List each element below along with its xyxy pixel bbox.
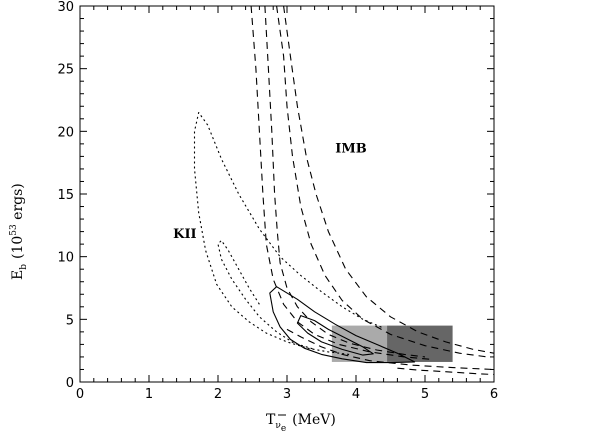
y-axis-title-units-prefix: (10 [10,236,26,259]
kii-contour-1 [217,239,315,350]
x-tick-label: 2 [214,387,222,402]
contour-curves [193,6,494,376]
y-tick-label: 30 [57,0,74,15]
y-tick-label: 0 [66,376,74,391]
y-tick-label: 10 [57,251,74,266]
annotation-imb: IMB [335,142,366,157]
imb-contour-7 [397,367,494,376]
x-axis-title-subsubscript: e [281,424,286,434]
light-box [331,325,388,362]
y-tick-label: 20 [57,125,74,140]
shaded-regions [331,325,453,362]
y-tick-label: 15 [57,188,74,203]
x-tick-label: 3 [283,387,291,402]
x-tick-label: 4 [352,387,360,402]
imb-contour-4 [250,6,432,360]
y-tick-label: 25 [57,63,74,78]
y-axis-title-units-suffix: ergs) [10,183,26,224]
imb-contour-6 [283,6,494,354]
imb-contour-3 [264,6,426,358]
imb-contour-5 [276,6,488,358]
imb-contour-8 [286,328,494,371]
x-tick-label: 0 [76,387,84,402]
x-axis-title: Tνe (MeV) [266,412,336,434]
annotation-kii: KII [173,227,196,242]
axis-ticks: 0 1 2 3 4 5 6 0 5 10 15 20 25 30 [57,0,498,402]
x-tick-label: 6 [490,387,498,402]
combined-contour-10 [296,315,374,356]
x-axis-title-main: T [266,412,276,428]
y-axis-title-superscript: 53 [9,224,19,236]
x-axis-title-units: (MeV) [292,412,336,428]
x-tick-label: 5 [421,387,429,402]
x-axis-title-subscript: ν [275,421,280,431]
y-axis-title-subscript: b [19,264,29,270]
dark-box [387,325,453,362]
annotations: IMB KII [173,142,367,242]
y-tick-label: 5 [66,313,74,328]
combined-contour-9 [269,286,416,364]
y-axis-title-main: E [10,270,26,280]
x-tick-label: 1 [145,387,153,402]
y-axis-title: Eb (1053 ergs) [9,183,29,280]
